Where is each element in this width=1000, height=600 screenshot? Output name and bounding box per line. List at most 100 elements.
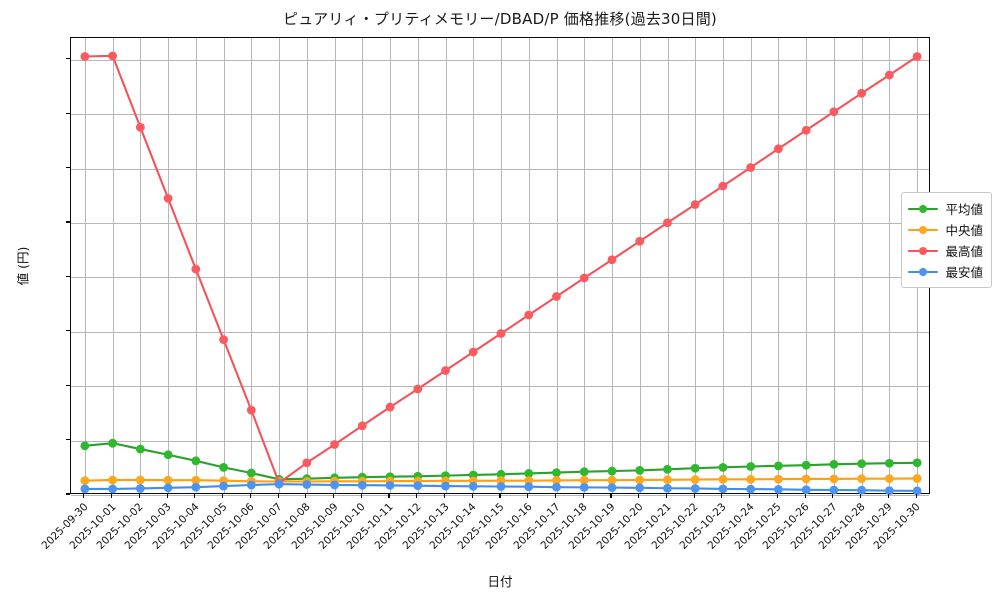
data-point-marker xyxy=(607,466,617,476)
data-point-marker xyxy=(663,475,672,485)
data-point-marker xyxy=(413,481,423,491)
data-point-marker xyxy=(635,483,645,493)
gridline-vertical xyxy=(556,38,558,493)
data-point-marker xyxy=(80,476,90,486)
data-point-marker xyxy=(80,441,90,451)
x-axis-tick-mark xyxy=(804,494,806,498)
legend-item-4[interactable]: 最安値 xyxy=(908,261,983,282)
gridline-horizontal xyxy=(71,59,929,61)
data-point-marker xyxy=(552,292,561,301)
data-point-marker xyxy=(690,463,700,473)
data-point-marker xyxy=(579,475,589,485)
data-point-marker xyxy=(330,440,339,449)
data-point-marker xyxy=(774,461,783,471)
legend-swatch-icon xyxy=(908,266,939,278)
gridline-horizontal xyxy=(71,168,929,170)
data-point-marker xyxy=(163,483,173,493)
data-point-marker xyxy=(524,469,534,478)
gridline-vertical xyxy=(778,38,780,493)
data-point-marker xyxy=(579,482,589,492)
gridline-vertical xyxy=(667,38,669,493)
data-point-marker xyxy=(135,444,145,454)
legend-label: 中央値 xyxy=(945,223,983,238)
data-point-marker xyxy=(912,458,922,468)
data-point-marker xyxy=(857,459,867,469)
x-axis-tick-mark xyxy=(693,494,695,498)
y-axis-tick-mark xyxy=(66,330,70,332)
gridline-vertical xyxy=(612,38,613,493)
data-point-marker xyxy=(607,475,617,485)
legend-item-2[interactable]: 中央値 xyxy=(908,219,983,240)
legend-item-1[interactable]: 平均値 xyxy=(908,198,983,219)
legend-label: 平均値 xyxy=(945,202,983,217)
x-axis-tick-mark xyxy=(832,494,834,498)
gridline-vertical xyxy=(168,38,170,493)
data-point-marker xyxy=(857,88,867,98)
x-axis-tick-mark xyxy=(776,494,778,498)
gridline-vertical xyxy=(251,38,253,493)
data-point-marker xyxy=(829,459,839,469)
data-point-marker xyxy=(441,481,450,491)
x-axis-tick-mark xyxy=(887,494,889,498)
data-point-marker xyxy=(108,438,118,448)
data-point-marker xyxy=(829,485,839,495)
data-point-marker xyxy=(135,484,145,493)
data-point-marker xyxy=(663,464,672,474)
x-axis-tick-mark xyxy=(443,494,446,498)
data-point-marker xyxy=(385,402,395,412)
data-point-marker xyxy=(191,264,201,274)
data-point-marker xyxy=(774,474,783,484)
plot-area xyxy=(70,37,930,496)
gridline-vertical xyxy=(473,38,475,493)
x-axis-tick-mark xyxy=(388,494,390,498)
gridline-vertical xyxy=(750,38,752,493)
data-point-marker xyxy=(552,482,561,492)
data-point-marker xyxy=(718,474,728,484)
data-point-marker xyxy=(468,347,478,357)
data-point-marker xyxy=(718,462,728,472)
data-point-marker xyxy=(607,483,617,492)
data-point-marker xyxy=(718,484,728,494)
gridline-horizontal xyxy=(71,114,929,116)
series-4 xyxy=(80,479,922,496)
data-point-marker xyxy=(108,51,118,61)
data-point-marker xyxy=(357,421,367,431)
gridline-vertical xyxy=(833,38,835,493)
data-point-marker xyxy=(607,255,617,265)
data-point-marker xyxy=(912,486,922,496)
legend-marker-dot xyxy=(919,246,928,255)
x-axis-tick-mark xyxy=(749,494,751,498)
data-point-marker xyxy=(163,193,173,203)
x-axis-tick-mark xyxy=(305,494,307,498)
data-point-marker xyxy=(635,466,645,475)
gridline-vertical xyxy=(861,38,863,493)
legend-marker-dot xyxy=(919,204,928,213)
data-point-marker xyxy=(163,475,173,485)
gridline-vertical xyxy=(639,38,641,493)
x-axis-tick-mark xyxy=(638,494,640,498)
data-point-marker xyxy=(801,125,811,135)
gridline-vertical xyxy=(306,38,308,493)
data-point-marker xyxy=(524,482,534,492)
data-point-marker xyxy=(801,474,811,484)
gridline-vertical xyxy=(528,38,530,493)
legend-item-3[interactable]: 最高値 xyxy=(908,240,983,261)
data-point-marker xyxy=(108,484,118,494)
data-point-marker xyxy=(829,107,839,117)
x-axis-tick-mark xyxy=(166,494,168,498)
gridline-vertical xyxy=(445,38,447,493)
data-point-marker xyxy=(801,485,811,495)
x-axis-tick-mark xyxy=(83,494,85,498)
data-point-marker xyxy=(330,480,339,490)
gridline-horizontal xyxy=(71,277,929,279)
data-point-marker xyxy=(912,52,922,61)
gridline-horizontal xyxy=(71,440,929,442)
x-axis-tick-mark xyxy=(249,494,251,498)
legend-swatch-icon xyxy=(908,224,939,236)
data-point-marker xyxy=(496,329,506,338)
data-point-marker xyxy=(829,474,839,484)
x-axis-tick-mark xyxy=(610,494,612,498)
data-point-marker xyxy=(302,458,312,468)
x-axis-tick-mark xyxy=(471,494,473,498)
